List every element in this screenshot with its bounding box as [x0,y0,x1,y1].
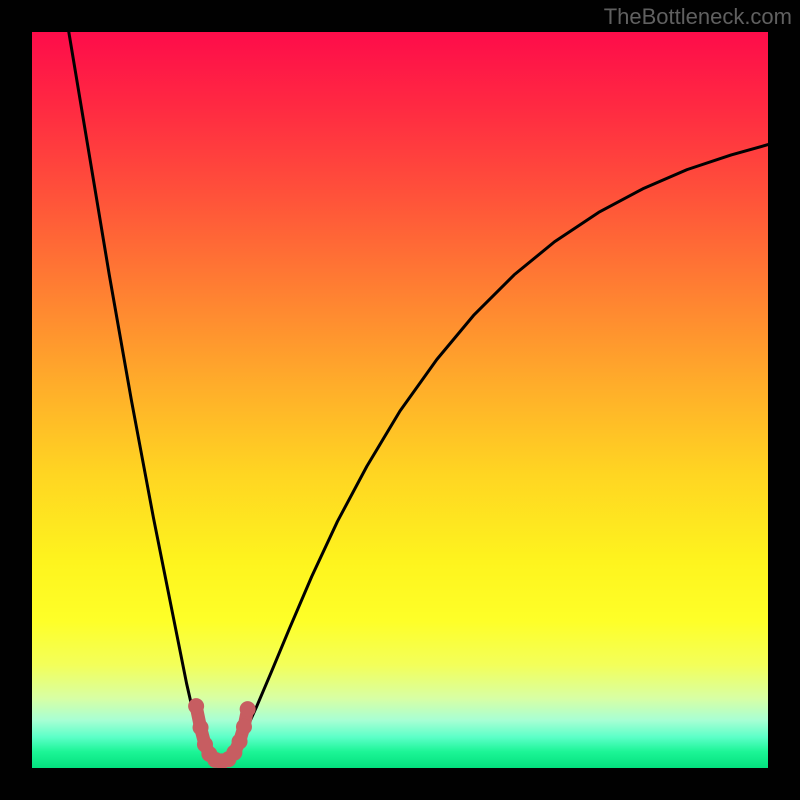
watermark-text: TheBottleneck.com [604,4,792,30]
marker-point [188,698,204,714]
marker-point [240,701,256,717]
marker-point [232,734,248,750]
chart-stage: TheBottleneck.com [0,0,800,800]
chart-plot-background [32,32,768,768]
marker-point [236,719,252,735]
marker-point [193,720,209,736]
bottleneck-chart-svg [0,0,800,800]
